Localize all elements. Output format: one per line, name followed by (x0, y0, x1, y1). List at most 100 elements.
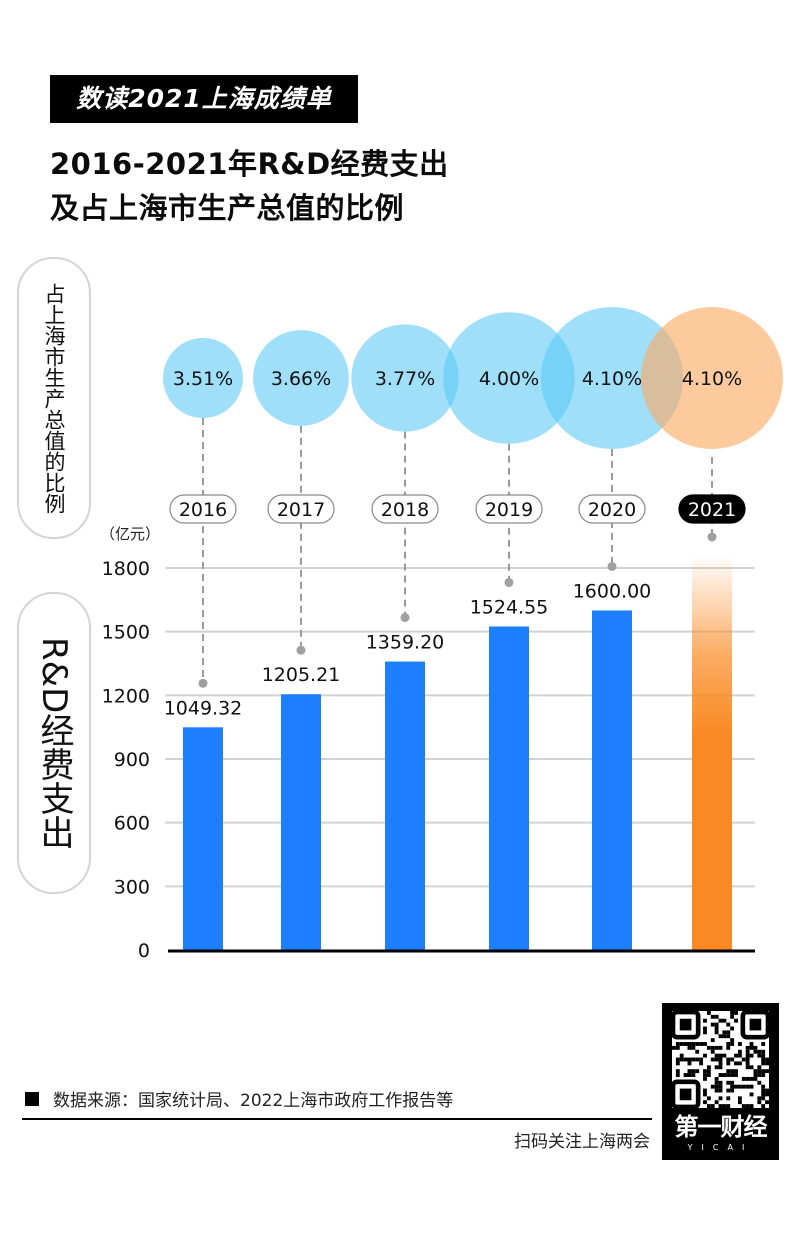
ratio-bubbles: 3.51% 3.66% 3.77% 4.00% 4.10% 4.10% (163, 307, 783, 449)
qr-module (726, 1045, 731, 1050)
qr-module (714, 1080, 719, 1085)
qr-module (761, 1092, 766, 1097)
qr-code-block[interactable]: 第一财经 YICAI (662, 1003, 779, 1160)
qr-module (706, 1073, 711, 1077)
ratio-bubble (541, 307, 683, 449)
qr-code[interactable] (670, 1009, 771, 1110)
qr-module (761, 1042, 766, 1046)
qr-module (726, 1096, 731, 1101)
year-label: 2018 (381, 499, 429, 521)
qr-module (687, 1073, 692, 1077)
qr-module (718, 1073, 723, 1077)
qr-module (710, 1038, 715, 1043)
qr-module (745, 1057, 750, 1062)
qr-module (749, 1065, 754, 1070)
connector-dot (504, 577, 514, 587)
qr-module (753, 1069, 758, 1074)
y-tick-label: 300 (114, 876, 150, 898)
qr-module (734, 1018, 738, 1023)
y-tick-label: 1500 (102, 622, 150, 644)
qr-module (714, 1014, 719, 1019)
qr-module (706, 1096, 711, 1101)
qr-module (703, 1030, 707, 1035)
ratio-section-label: 占上海市生产总值的比例 (17, 257, 91, 539)
qr-module (722, 1104, 727, 1108)
qr-module (757, 1080, 762, 1085)
bar-value-label: 1600.00 (573, 580, 652, 602)
qr-code-icon (670, 1009, 771, 1110)
qr-module (679, 1042, 684, 1046)
qr-module (753, 1076, 758, 1081)
qr-module (726, 1088, 731, 1093)
qr-module (726, 1042, 731, 1046)
qr-module (703, 1073, 707, 1077)
qr-module (745, 1061, 750, 1066)
qr-module (699, 1057, 704, 1062)
qr-module (726, 1022, 731, 1027)
qr-module (679, 1053, 684, 1058)
spend-section-label: R&D经费支出 (17, 592, 91, 894)
qr-module (765, 1088, 769, 1093)
qr-module (703, 1076, 707, 1081)
qr-module (737, 1049, 742, 1054)
qr-module (730, 1038, 735, 1043)
qr-module (699, 1061, 704, 1066)
year-pill (678, 494, 746, 524)
qr-module (703, 1042, 707, 1046)
qr-module (745, 1049, 750, 1054)
year-label: 2020 (588, 499, 636, 521)
qr-module (757, 1069, 762, 1074)
qr-module (761, 1088, 766, 1093)
source-marker-icon (25, 1091, 39, 1106)
bar-value-label: 1359.20 (366, 632, 445, 654)
qr-module (714, 1076, 719, 1081)
connector-dot (198, 678, 208, 688)
qr-module (757, 1073, 762, 1077)
qr-module (703, 1088, 707, 1093)
qr-module (718, 1034, 723, 1039)
qr-module (757, 1053, 762, 1058)
bar-value-label: 1049.32 (164, 697, 243, 719)
qr-module (679, 1057, 684, 1062)
qr-module (675, 1061, 680, 1066)
qr-module (718, 1088, 723, 1093)
qr-module (737, 1061, 742, 1066)
qr-module (749, 1076, 754, 1081)
ratio-bubble (163, 338, 243, 418)
qr-module (761, 1061, 766, 1066)
qr-module (757, 1100, 762, 1105)
qr-module (691, 1057, 696, 1062)
year-pill (169, 494, 237, 524)
qr-module (703, 1092, 707, 1097)
connector-lines (198, 418, 717, 688)
qr-module (710, 1084, 715, 1089)
chart: 0 300 600 900 1200 1500 1800 3.51% 3.66% 3.77% 4.… (102, 307, 783, 962)
qr-module (706, 1011, 711, 1015)
qr-module (714, 1045, 719, 1050)
ratio-label: 4.10% (682, 368, 742, 390)
qr-finder (740, 1009, 771, 1040)
qr-module (749, 1084, 754, 1089)
bar-2016 (183, 727, 223, 950)
title-line-1: 2016-2021年R&D经费支出 (50, 147, 449, 181)
qr-module (726, 1073, 731, 1077)
ratio-bubble (253, 330, 349, 426)
bar-labels: 1049.32 1205.21 1359.20 1524.55 1600.00 (164, 580, 652, 719)
qr-module (706, 1065, 711, 1070)
qr-module (726, 1057, 731, 1062)
qr-module (745, 1104, 750, 1108)
qr-module (749, 1053, 754, 1058)
ratio-label: 4.10% (582, 368, 642, 390)
qr-module (722, 1018, 727, 1023)
ratio-label: 3.51% (173, 368, 233, 390)
qr-module (718, 1053, 723, 1058)
qr-module (737, 1084, 742, 1089)
qr-module (761, 1104, 766, 1108)
qr-module (730, 1084, 735, 1089)
qr-module (714, 1026, 719, 1031)
qr-module (734, 1011, 738, 1015)
qr-module (710, 1057, 715, 1062)
gridlines (165, 567, 755, 888)
qr-module (722, 1073, 727, 1077)
qr-module (703, 1026, 707, 1031)
